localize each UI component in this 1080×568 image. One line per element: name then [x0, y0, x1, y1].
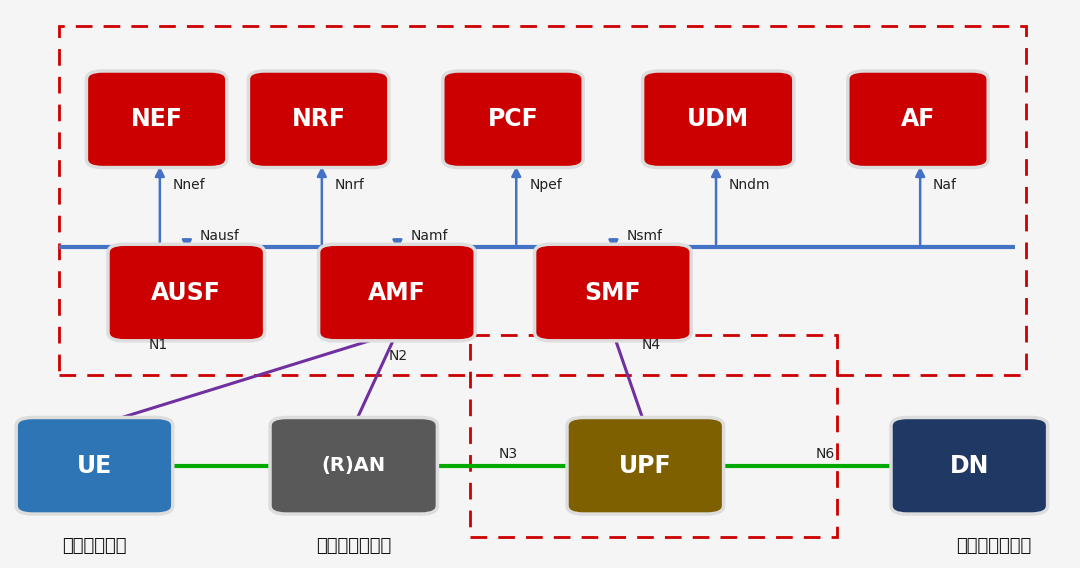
Text: N2: N2	[389, 349, 407, 364]
Text: 接入网（基站）: 接入网（基站）	[316, 537, 391, 556]
FancyBboxPatch shape	[86, 71, 227, 168]
FancyBboxPatch shape	[891, 417, 1048, 514]
Text: N4: N4	[642, 338, 661, 352]
Text: DN: DN	[949, 454, 989, 478]
FancyBboxPatch shape	[535, 244, 691, 341]
Text: SMF: SMF	[584, 281, 642, 304]
Text: UDM: UDM	[687, 107, 750, 131]
FancyBboxPatch shape	[108, 244, 265, 341]
Bar	[470, 335, 837, 537]
Text: Naf: Naf	[933, 178, 957, 191]
Text: PCF: PCF	[488, 107, 538, 131]
Text: Nausf: Nausf	[200, 229, 240, 243]
FancyBboxPatch shape	[270, 417, 437, 514]
Text: NEF: NEF	[131, 107, 183, 131]
Text: Nsmf: Nsmf	[626, 229, 662, 243]
Text: N6: N6	[815, 448, 835, 461]
Text: NRF: NRF	[292, 107, 346, 131]
Text: 终端（手机）: 终端（手机）	[63, 537, 126, 556]
Text: AMF: AMF	[368, 281, 426, 304]
FancyBboxPatch shape	[319, 244, 475, 341]
Text: AF: AF	[901, 107, 935, 131]
Text: (R)AN: (R)AN	[322, 456, 386, 475]
Text: Nndm: Nndm	[729, 178, 770, 191]
Text: Namf: Namf	[410, 229, 448, 243]
Text: N1: N1	[148, 338, 167, 352]
Text: UPF: UPF	[619, 454, 672, 478]
FancyBboxPatch shape	[848, 71, 988, 168]
Text: AUSF: AUSF	[151, 281, 221, 304]
Text: UE: UE	[77, 454, 112, 478]
FancyBboxPatch shape	[16, 417, 173, 514]
FancyBboxPatch shape	[443, 71, 583, 168]
Text: Nnef: Nnef	[173, 178, 205, 191]
Text: N3: N3	[499, 448, 518, 461]
FancyBboxPatch shape	[567, 417, 724, 514]
Text: Nnrf: Nnrf	[335, 178, 365, 191]
FancyBboxPatch shape	[643, 71, 794, 168]
Bar	[59, 26, 1026, 375]
Text: 运营商数据网络: 运营商数据网络	[956, 537, 1031, 556]
Text: Npef: Npef	[529, 178, 562, 191]
FancyBboxPatch shape	[248, 71, 389, 168]
